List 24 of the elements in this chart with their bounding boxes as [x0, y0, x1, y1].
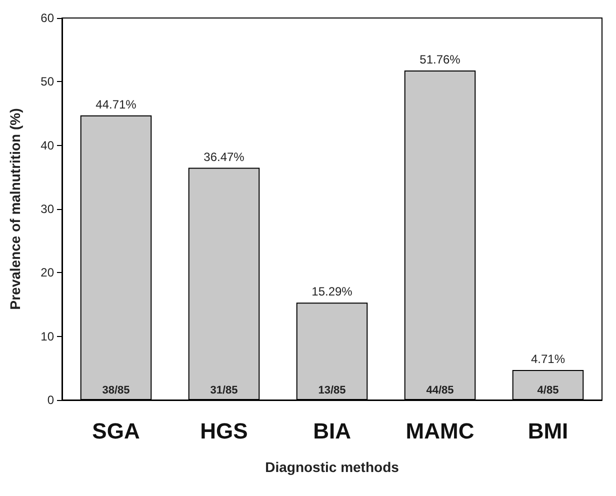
x-tick-label: MAMC: [406, 418, 474, 444]
y-tick-label: 0: [47, 393, 54, 407]
data-label: 36.47%: [204, 150, 245, 164]
y-tick-label: 60: [40, 11, 54, 25]
annotation: 4/85: [537, 384, 559, 396]
x-tick-label: SGA: [92, 418, 140, 444]
annotation: 44/85: [426, 384, 454, 396]
annotation: 31/85: [210, 384, 238, 396]
annotation: 38/85: [102, 384, 130, 396]
y-axis-title: Prevalence of malnutrition (%): [7, 108, 23, 310]
x-tick-label: HGS: [200, 418, 248, 444]
y-tick-label: 30: [40, 202, 54, 216]
y-tick-label: 10: [40, 329, 54, 344]
y-tick-label: 20: [40, 266, 54, 280]
data-label: 51.76%: [420, 52, 461, 66]
y-tick-label: 50: [40, 74, 54, 89]
data-label: 44.71%: [96, 97, 137, 112]
x-tick-label: BMI: [528, 418, 568, 444]
x-axis-title: Diagnostic methods: [265, 459, 400, 475]
x-tick-label: BIA: [313, 418, 352, 444]
data-label: 15.29%: [312, 284, 353, 299]
data-label: 4.71%: [530, 352, 566, 366]
y-tick-label: 40: [40, 138, 54, 152]
annotation: 13/85: [318, 384, 346, 396]
